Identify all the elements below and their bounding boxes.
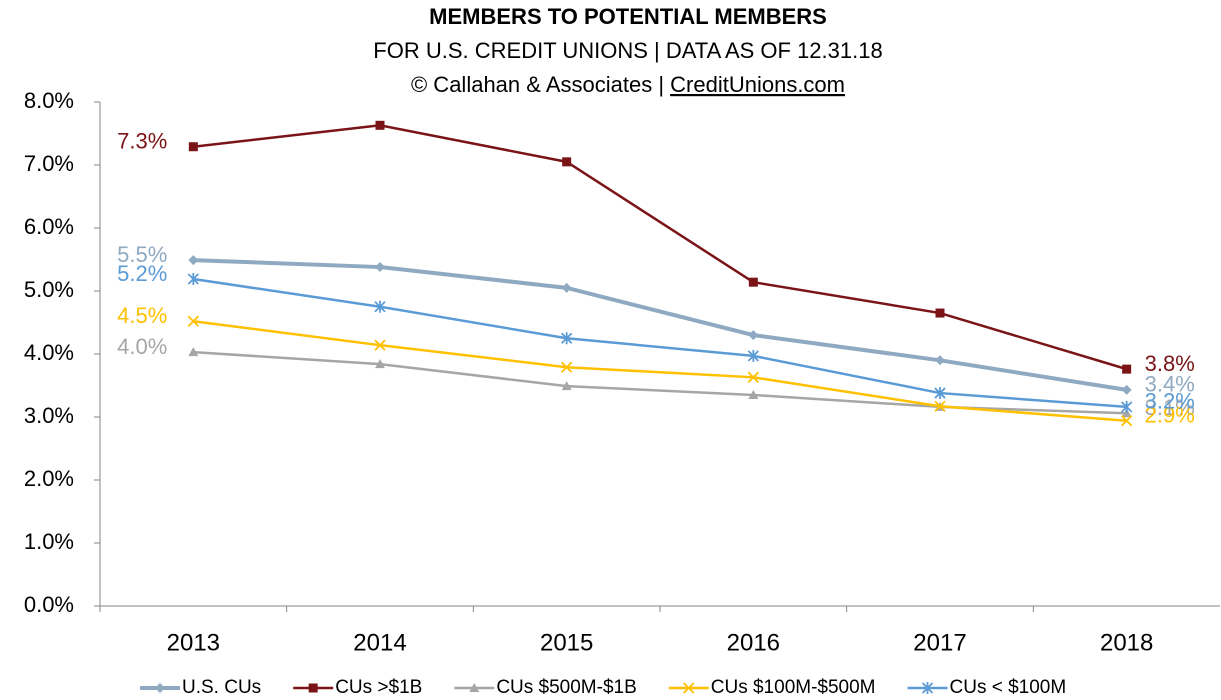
marker	[469, 683, 480, 692]
marker	[921, 682, 934, 694]
data-label: 3.1%	[1145, 395, 1195, 420]
data-label: 5.5%	[117, 242, 167, 267]
marker	[562, 157, 572, 167]
y-tick-label: 7.0%	[24, 151, 74, 176]
data-label: 3.2%	[1145, 389, 1195, 414]
marker	[748, 389, 759, 399]
source-text: © Callahan & Associates |	[411, 72, 670, 97]
marker	[561, 361, 573, 373]
marker	[375, 359, 385, 369]
data-label: 3.8%	[1145, 351, 1195, 376]
marker	[561, 381, 572, 391]
x-tick-label: 2016	[727, 629, 780, 656]
legend-label: CUs >$1B	[335, 677, 422, 698]
marker	[1122, 364, 1132, 374]
y-tick-label: 3.0%	[24, 403, 74, 428]
legend-label: U.S. CUs	[182, 677, 261, 698]
data-label: 3.4%	[1145, 372, 1195, 397]
x-tick-label: 2014	[353, 629, 406, 656]
legend-item: CUs $100M-$500M	[668, 677, 876, 698]
marker	[748, 277, 758, 287]
legend-item: CUs < $100M	[907, 677, 1067, 698]
chart-title: MEMBERS TO POTENTIAL MEMBERS	[429, 4, 827, 29]
legend-item: CUs $500M-$1B	[454, 677, 637, 698]
chart-subtitle: FOR U.S. CREDIT UNIONS | DATA AS OF 12.3…	[373, 38, 882, 63]
series-line	[193, 350, 1127, 415]
x-tick-label: 2017	[913, 629, 966, 656]
marker	[747, 349, 759, 362]
marker	[375, 120, 385, 130]
marker	[748, 330, 759, 341]
series-line	[193, 320, 1127, 423]
y-tick-label: 8.0%	[24, 88, 74, 113]
marker	[561, 282, 572, 293]
marker	[1121, 415, 1133, 427]
x-tick-label: 2013	[167, 629, 220, 656]
marker	[561, 332, 573, 345]
legend-label: CUs $100M-$500M	[711, 677, 876, 698]
marker	[188, 347, 199, 357]
legend-label: CUs $500M-$1B	[496, 677, 636, 698]
legend-item: U.S. CUs	[140, 677, 261, 698]
y-tick-label: 0.0%	[24, 592, 74, 617]
marker	[188, 255, 199, 266]
source-link: CreditUnions.com	[670, 72, 845, 97]
marker	[188, 142, 198, 152]
legend: U.S. CUs CUs >$1B CUs $500M-$1B CUs $100M-$…	[140, 677, 1066, 698]
y-tick-label: 5.0%	[24, 277, 74, 302]
marker	[308, 683, 318, 693]
marker	[1121, 384, 1132, 395]
x-tick-label: 2015	[540, 629, 593, 656]
marker	[934, 400, 946, 412]
legend-label: CUs < $100M	[950, 677, 1067, 698]
data-label: 7.3%	[117, 129, 167, 154]
data-label: 5.2%	[117, 261, 167, 286]
y-tick-label: 1.0%	[24, 529, 74, 554]
y-tick-label: 4.0%	[24, 340, 74, 365]
y-tick-label: 6.0%	[24, 214, 74, 239]
marker	[187, 315, 199, 327]
chart-source: © Callahan & Associates | CreditUnions.c…	[411, 72, 845, 97]
data-label: 2.9%	[1145, 403, 1195, 428]
marker	[1121, 400, 1133, 413]
marker	[683, 682, 695, 694]
marker	[374, 339, 386, 351]
data-label: 4.5%	[117, 303, 167, 328]
x-tick-label: 2018	[1100, 629, 1153, 656]
legend-item: CUs >$1B	[293, 677, 422, 698]
series-line	[193, 258, 1127, 392]
marker	[375, 262, 385, 273]
series-line	[193, 277, 1127, 409]
marker	[747, 371, 759, 383]
marker	[935, 308, 945, 318]
marker	[155, 683, 165, 693]
y-tick-label: 2.0%	[24, 466, 74, 491]
data-label: 4.0%	[117, 334, 167, 359]
series-line	[193, 124, 1128, 371]
marker	[935, 355, 945, 366]
marker	[187, 273, 199, 286]
marker	[934, 387, 946, 400]
marker	[374, 300, 386, 313]
